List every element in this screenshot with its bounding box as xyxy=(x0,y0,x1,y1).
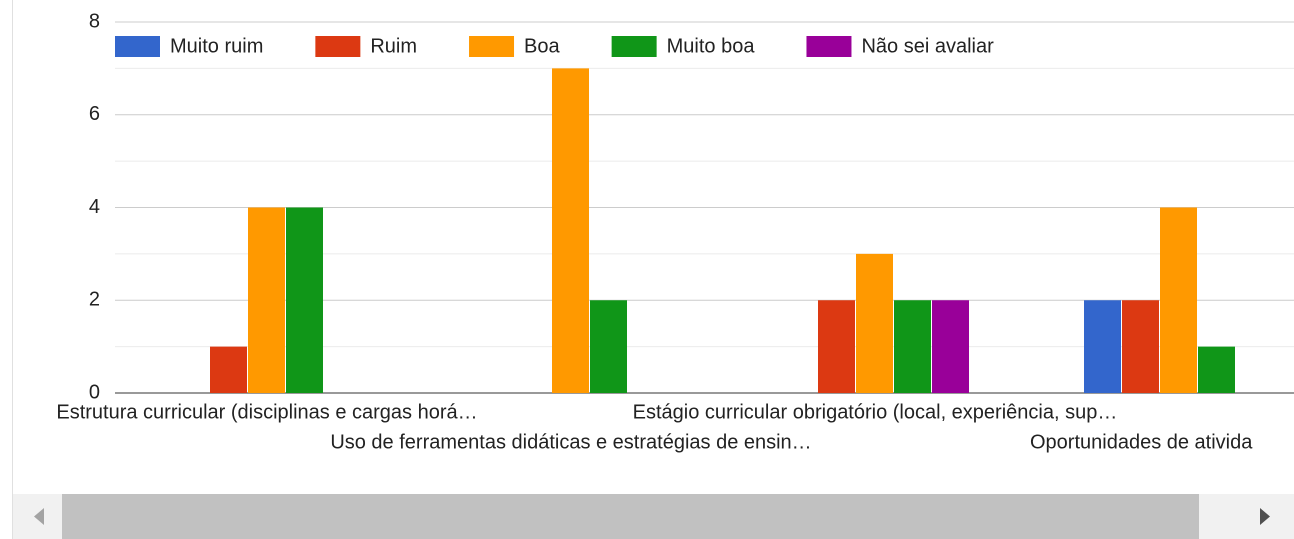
y-tick-label: 0 xyxy=(89,381,100,403)
legend-swatch xyxy=(315,36,361,57)
legend-swatch xyxy=(806,36,852,57)
legend-swatch xyxy=(115,36,160,57)
scrollbar-thumb[interactable] xyxy=(62,494,1199,539)
scroll-left-arrow[interactable] xyxy=(34,508,44,525)
y-tick-label: 8 xyxy=(89,10,100,32)
bar xyxy=(210,346,247,393)
legend-label: Ruim xyxy=(370,35,417,57)
bar xyxy=(286,207,323,393)
bar xyxy=(856,253,893,393)
legend-swatch xyxy=(611,36,657,57)
bar xyxy=(552,68,589,393)
bar xyxy=(248,207,285,393)
legend-label: Muito boa xyxy=(667,35,756,57)
bar xyxy=(1122,300,1159,393)
legend-label: Muito ruim xyxy=(170,35,263,57)
bar xyxy=(590,300,627,393)
x-tick-label: Uso de ferramentas didáticas e estratégi… xyxy=(330,431,811,453)
bar xyxy=(818,300,855,393)
bar xyxy=(1160,207,1197,393)
y-tick-label: 4 xyxy=(89,196,100,218)
x-tick-label: Oportunidades de ativida xyxy=(1030,431,1253,453)
y-tick-label: 2 xyxy=(89,289,100,311)
legend-label: Boa xyxy=(524,35,560,57)
bar xyxy=(894,300,931,393)
scroll-right-arrow[interactable] xyxy=(1260,508,1270,525)
bar xyxy=(1198,346,1235,393)
x-tick-label: Estágio curricular obrigatório (local, e… xyxy=(633,401,1118,423)
bar xyxy=(1084,300,1121,393)
y-tick-label: 6 xyxy=(89,103,100,125)
legend-label: Não sei avaliar xyxy=(861,35,994,57)
x-tick-label: Estrutura curricular (disciplinas e carg… xyxy=(56,401,477,423)
bar xyxy=(932,300,969,393)
legend-swatch xyxy=(469,36,515,57)
